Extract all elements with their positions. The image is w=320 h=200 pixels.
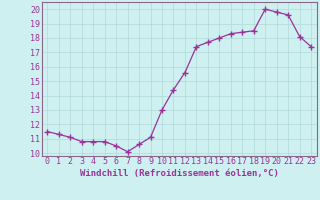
X-axis label: Windchill (Refroidissement éolien,°C): Windchill (Refroidissement éolien,°C)	[80, 169, 279, 178]
